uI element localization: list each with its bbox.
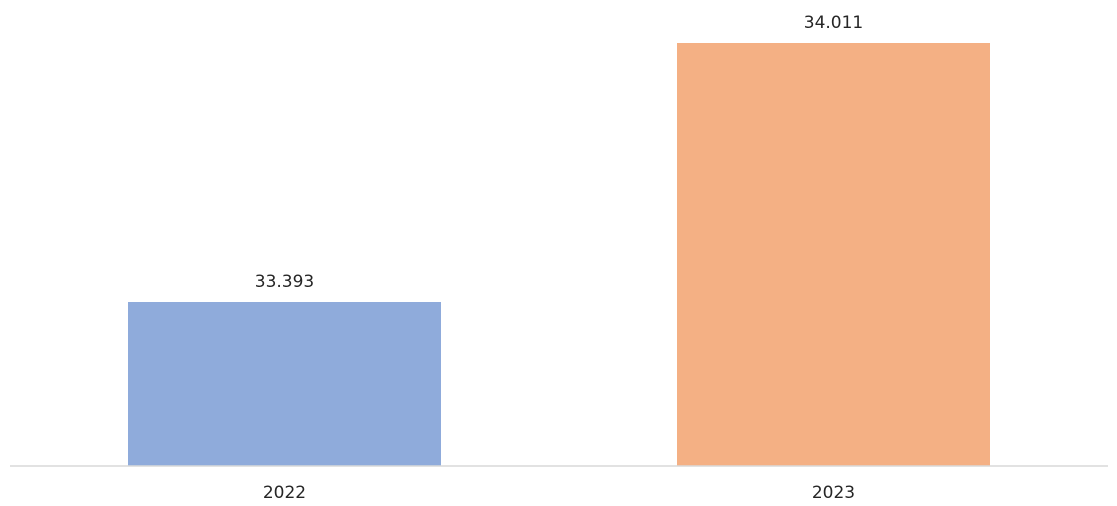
bars-group [128, 43, 990, 466]
data-labels-group: 33.393 34.011 [255, 13, 863, 292]
data-label-2023: 34.011 [804, 13, 863, 33]
data-label-2022: 33.393 [255, 272, 314, 292]
bar-2023 [677, 43, 990, 466]
x-tick-labels-group: 2022 2023 [263, 483, 855, 503]
x-tick-label-2022: 2022 [263, 483, 306, 503]
bar-2022 [128, 302, 441, 466]
x-tick-label-2023: 2023 [812, 483, 855, 503]
